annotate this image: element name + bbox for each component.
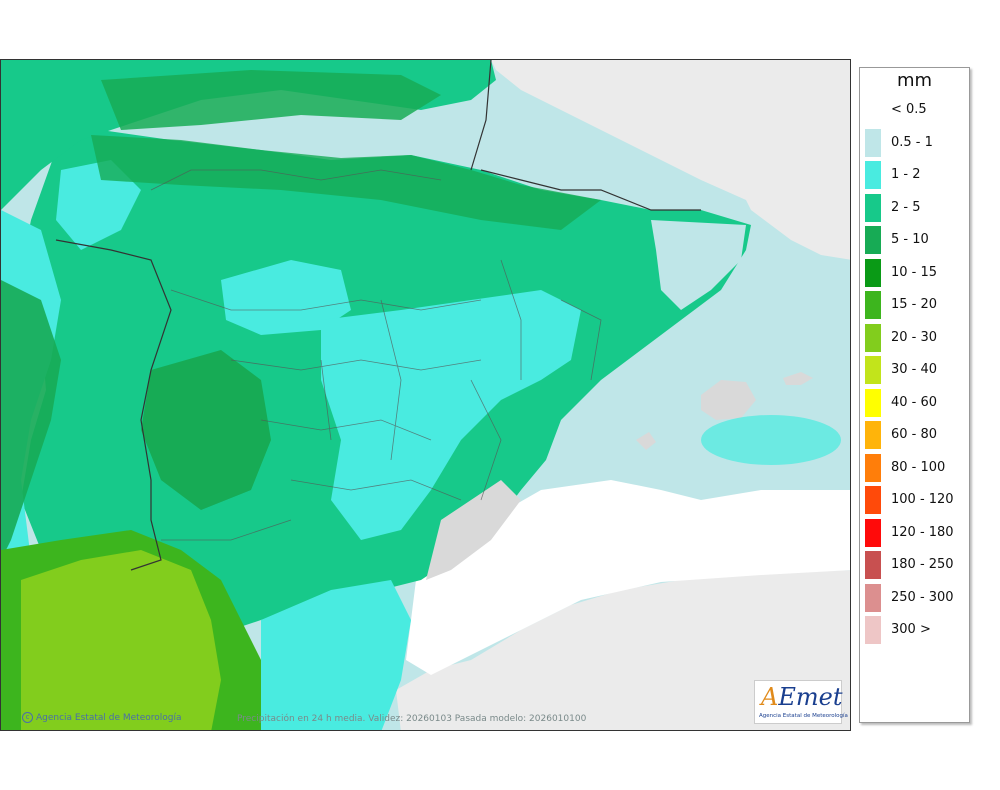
central-light-1 <box>221 260 351 335</box>
legend-swatch <box>865 226 881 254</box>
aemet-logo: AEmet Agencia Estatal de Meteorología <box>754 680 848 724</box>
legend-label: 20 - 30 <box>891 329 938 345</box>
ibiza-island <box>636 432 656 450</box>
legend-label: 80 - 100 <box>891 459 946 475</box>
logo-rest: Emet <box>778 683 843 711</box>
legend-swatch <box>865 356 881 384</box>
france-land <box>491 60 850 260</box>
murcia-relief <box>426 480 521 580</box>
legend-swatch <box>865 323 881 352</box>
legend-row: 20 - 30 <box>864 323 968 352</box>
legend-swatch <box>865 193 881 222</box>
atlantic-dark <box>101 70 441 130</box>
legend-row: 40 - 60 <box>864 388 968 417</box>
legend-label: 250 - 300 <box>891 589 954 605</box>
legend-label: 5 - 10 <box>891 232 929 247</box>
catalonia-relief <box>651 220 746 310</box>
legend-row: 300 > <box>864 616 968 644</box>
africa-land <box>396 570 850 730</box>
central-light-2 <box>321 290 581 540</box>
west-sea-band <box>1 280 61 560</box>
legend-unit: mm <box>896 70 933 91</box>
legend-swatch <box>865 551 881 579</box>
legend-swatch <box>865 258 881 287</box>
legend-label: 30 - 40 <box>891 362 938 377</box>
north-dark-band <box>91 135 601 230</box>
copyright-text: Agencia Estatal de Meteorología <box>36 712 182 723</box>
legend-row: 1 - 2 <box>864 161 968 189</box>
legend-row: 250 - 300 <box>864 583 968 612</box>
mallorca-island <box>701 380 756 420</box>
southwest-peak <box>21 550 221 730</box>
legend-label: 10 - 15 <box>891 264 938 280</box>
legend-label: 60 - 80 <box>891 427 938 442</box>
country-border-portugal <box>55 239 172 571</box>
legend-label: 120 - 180 <box>891 524 954 540</box>
legend-label: 0.5 - 1 <box>891 134 933 150</box>
legend-row: 180 - 250 <box>864 551 968 579</box>
extremadura-dark <box>141 350 271 510</box>
menorca-island <box>783 372 813 385</box>
legend-row: 0.5 - 1 <box>864 128 968 157</box>
balearic-rain <box>701 415 841 465</box>
legend-swatch <box>865 291 881 319</box>
legend-label: 15 - 20 <box>891 297 938 312</box>
north-light <box>56 160 141 250</box>
logo-wordmark: AEmet <box>761 683 842 711</box>
copyright-note: c Agencia Estatal de Meteorología <box>22 712 182 723</box>
legend-swatch <box>865 161 881 189</box>
clear-sea <box>406 480 850 675</box>
legend-label: < 0.5 <box>891 102 927 117</box>
legend-swatch <box>865 453 881 482</box>
logo-a: A <box>761 683 779 711</box>
legend-swatch <box>865 486 881 514</box>
legend-row: 30 - 40 <box>864 356 968 384</box>
legend-row: 15 - 20 <box>864 291 968 319</box>
map-caption: Precipitación en 24 h media. Validez: 20… <box>237 714 587 724</box>
region-borders <box>150 169 602 541</box>
legend-swatch <box>865 616 881 644</box>
legend-row: 80 - 100 <box>864 453 968 482</box>
copyright-icon: c <box>22 712 33 723</box>
legend-label: 40 - 60 <box>891 394 938 410</box>
legend-label: 300 > <box>891 622 931 637</box>
legend-label: 1 - 2 <box>891 167 921 182</box>
legend-label: 100 - 120 <box>891 492 954 507</box>
legend-panel: mm < 0.5 0.5 - 1 1 - 2 2 - 5 5 - 10 10 - 15 15… <box>859 67 970 723</box>
legend-label: 180 - 250 <box>891 557 954 572</box>
legend-row: < 0.5 <box>864 96 968 124</box>
legend-row: 10 - 15 <box>864 258 968 287</box>
logo-subtitle: Agencia Estatal de Meteorología <box>759 713 848 719</box>
legend-row: 5 - 10 <box>864 226 968 254</box>
legend-row: 2 - 5 <box>864 193 968 222</box>
south-cyan <box>261 580 411 730</box>
precipitation-map <box>0 59 851 731</box>
legend-swatch <box>865 421 881 449</box>
map-canvas <box>1 60 850 730</box>
legend-swatch <box>865 583 881 612</box>
legend-swatch <box>865 96 881 124</box>
legend-row: 60 - 80 <box>864 421 968 449</box>
legend-swatch <box>865 518 881 547</box>
country-border-france <box>470 60 701 211</box>
legend-swatch <box>865 388 881 417</box>
legend-swatch <box>865 128 881 157</box>
legend-label: 2 - 5 <box>891 199 921 215</box>
legend-row: 100 - 120 <box>864 486 968 514</box>
legend-row: 120 - 180 <box>864 518 968 547</box>
